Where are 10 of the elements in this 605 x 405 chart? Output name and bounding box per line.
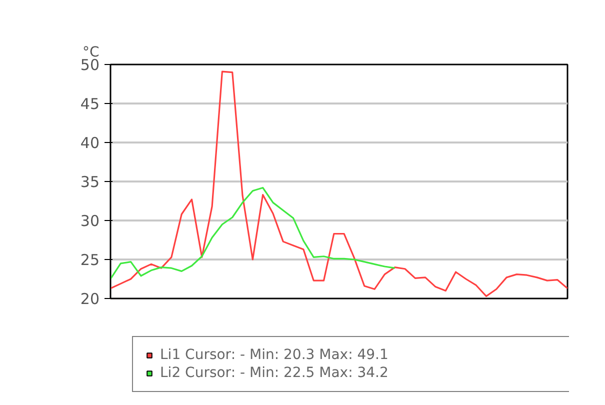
y-tick-label: 45 [80, 95, 100, 113]
legend-label: Li2 Cursor: - Min: 22.5 Max: 34.2 [160, 365, 390, 381]
legend-label: Li1 Cursor: - Min: 20.3 Max: 49.1 [160, 347, 390, 363]
line-series [110, 70, 568, 297]
y-tick-label: 20 [80, 290, 100, 308]
y-tick-label: 30 [80, 212, 100, 230]
y-tick-label: 40 [80, 134, 100, 152]
y-tick-label: 35 [80, 173, 100, 191]
line-series [110, 186, 396, 280]
y-tick-label: 25 [80, 251, 100, 269]
